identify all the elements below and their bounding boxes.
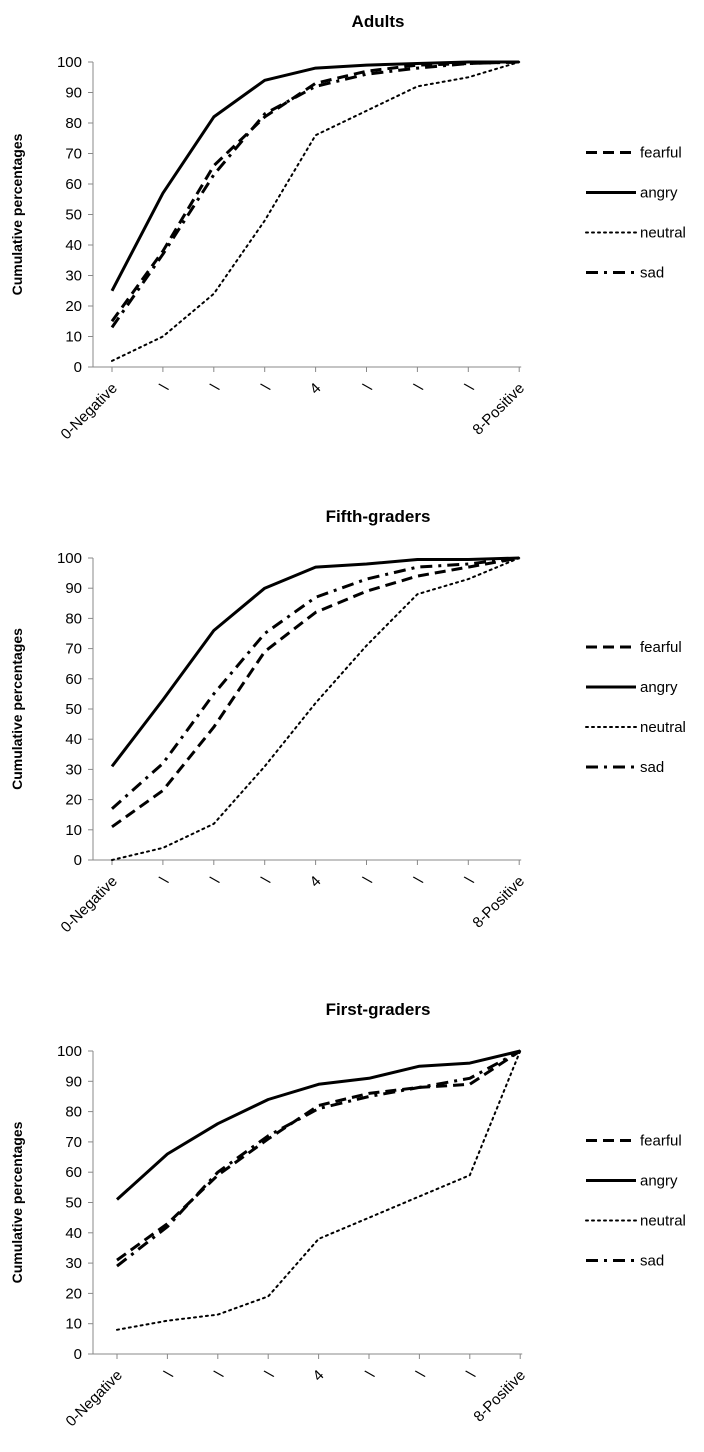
x-tick-label: 8-Positive xyxy=(469,380,528,439)
chart-2: Fifth-graders Cumulative percentages 0 10 20… xyxy=(9,507,686,936)
x-tick-label: \ xyxy=(413,1366,429,1382)
legend-label-neutral: neutral xyxy=(640,1213,686,1230)
y-tick-label: 100 xyxy=(57,54,82,71)
y-tick-label: 50 xyxy=(65,1195,82,1212)
x-tick-label: 4 xyxy=(307,873,325,891)
x-tick-label: \ xyxy=(464,1366,480,1382)
y-tick-label: 80 xyxy=(65,115,82,132)
legend-label-neutral: neutral xyxy=(640,719,686,736)
y-tick-label: 20 xyxy=(65,792,82,809)
x-tick-label: 8-Positive xyxy=(470,1367,529,1426)
y-tick-label: 0 xyxy=(74,852,82,869)
y-tick-label: 90 xyxy=(65,85,82,102)
y-tick-label: 60 xyxy=(65,1164,82,1181)
x-tick-label: \ xyxy=(360,379,376,395)
x-tick-label: \ xyxy=(360,872,376,888)
series-line-angry xyxy=(110,60,520,292)
y-tick-label: 20 xyxy=(65,298,82,315)
series-line-sad xyxy=(116,1049,521,1268)
x-tick-label: \ xyxy=(161,1366,177,1382)
series-line-neutral xyxy=(111,61,521,362)
x-tick-label: \ xyxy=(157,872,173,888)
y-tick-label: 50 xyxy=(65,207,82,224)
y-tick-label: 80 xyxy=(65,1104,82,1121)
series-line-neutral xyxy=(116,1050,522,1331)
legend-label-fearful: fearful xyxy=(640,145,682,162)
x-tick-label: 0-Negative xyxy=(58,873,121,936)
x-tick-label: 0-Negative xyxy=(58,380,121,443)
y-tick-label: 40 xyxy=(65,1225,82,1242)
x-tick-label: \ xyxy=(157,379,173,395)
legend-label-sad: sad xyxy=(640,265,664,282)
legend-label-angry: angry xyxy=(640,679,678,696)
y-tick-label: 70 xyxy=(65,1134,82,1151)
series-line-sad xyxy=(111,556,520,810)
x-tick-label: \ xyxy=(462,379,478,395)
x-tick-label: \ xyxy=(462,872,478,888)
y-tick-label: 90 xyxy=(65,1073,82,1090)
series-line-angry xyxy=(115,1049,521,1201)
chart-3: First-graders Cumulative percentages 0 10 20… xyxy=(9,1000,686,1430)
legend-label-sad: sad xyxy=(640,1253,664,1270)
series-line-fearful xyxy=(110,60,520,323)
legend-label-angry: angry xyxy=(640,1173,678,1190)
x-tick-label: \ xyxy=(259,872,275,888)
chart-title: Fifth-graders xyxy=(326,507,431,526)
y-tick-label: 20 xyxy=(65,1285,82,1302)
y-tick-label: 30 xyxy=(65,761,82,778)
legend-label-angry: angry xyxy=(640,185,678,202)
legend: fearful angry neutral sad xyxy=(585,145,686,282)
y-tick-label: 0 xyxy=(74,359,82,376)
x-tick-label: 8-Positive xyxy=(469,873,528,932)
x-tick-label: \ xyxy=(212,1366,228,1382)
series-line-neutral xyxy=(111,557,521,861)
y-tick-label: 0 xyxy=(74,1346,82,1363)
x-tick-label: 4 xyxy=(310,1367,328,1385)
x-tick-label: \ xyxy=(363,1366,379,1382)
legend-label-sad: sad xyxy=(640,759,664,776)
y-axis-label: Cumulative percentages xyxy=(9,628,25,790)
y-tick-label: 30 xyxy=(65,1255,82,1272)
y-axis-label: Cumulative percentages xyxy=(9,133,25,295)
chart-title: First-graders xyxy=(326,1000,431,1019)
legend: fearful angry neutral sad xyxy=(585,1133,686,1270)
series-line-angry xyxy=(110,556,520,768)
x-tick-label: \ xyxy=(411,872,427,888)
x-tick-label: 4 xyxy=(307,380,325,398)
legend-label-fearful: fearful xyxy=(640,1133,682,1150)
y-axis-label: Cumulative percentages xyxy=(9,1121,25,1283)
chart-title: Adults xyxy=(352,12,405,31)
y-tick-label: 100 xyxy=(57,550,82,567)
y-tick-label: 90 xyxy=(65,580,82,597)
chart-1: Adults Cumulative percentages 0 10 20 30 40 50 6… xyxy=(9,12,686,443)
x-tick-label: \ xyxy=(259,379,275,395)
y-tick-label: 60 xyxy=(65,176,82,193)
y-tick-label: 100 xyxy=(57,1043,82,1060)
x-tick-label: \ xyxy=(208,872,224,888)
y-tick-label: 70 xyxy=(65,146,82,163)
y-tick-label: 10 xyxy=(65,822,82,839)
x-tick-label: \ xyxy=(411,379,427,395)
legend-label-fearful: fearful xyxy=(640,639,682,656)
y-tick-label: 60 xyxy=(65,671,82,688)
x-tick-label: \ xyxy=(262,1366,278,1382)
series-line-sad xyxy=(110,60,520,329)
legend-label-neutral: neutral xyxy=(640,225,686,242)
y-tick-label: 80 xyxy=(65,610,82,627)
y-tick-label: 10 xyxy=(65,329,82,346)
x-tick-label: 0-Negative xyxy=(63,1367,126,1430)
series-line-fearful xyxy=(116,1049,522,1262)
y-tick-label: 10 xyxy=(65,1316,82,1333)
series-line-fearful xyxy=(111,556,520,829)
y-tick-label: 70 xyxy=(65,641,82,658)
y-tick-label: 30 xyxy=(65,268,82,285)
x-tick-label: \ xyxy=(208,379,224,395)
y-tick-label: 40 xyxy=(65,731,82,748)
y-tick-label: 50 xyxy=(65,701,82,718)
legend: fearful angry neutral sad xyxy=(585,639,686,776)
y-tick-label: 40 xyxy=(65,237,82,254)
